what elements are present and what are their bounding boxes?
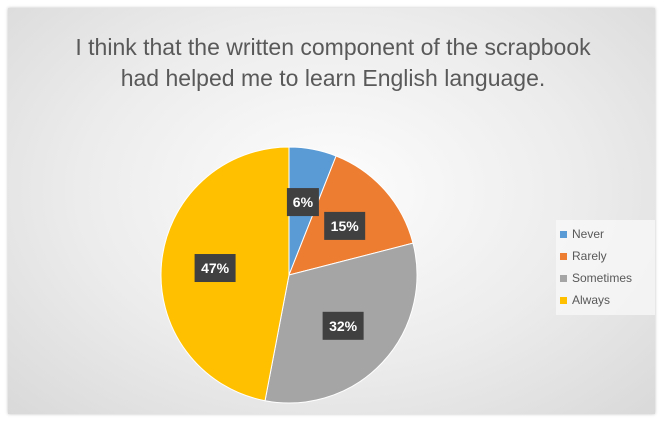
data-label-text-always: 47% xyxy=(201,260,230,276)
data-label-never: 6% xyxy=(286,188,319,217)
chart-title: I think that the written component of th… xyxy=(75,34,591,91)
data-label-rarely: 15% xyxy=(324,211,366,240)
data-label-text-never: 6% xyxy=(293,194,314,210)
legend-item-sometimes: Sometimes xyxy=(560,267,655,289)
pie-chart: 6% 15% 32% 47% xyxy=(160,146,418,404)
data-label-text-rarely: 15% xyxy=(331,218,360,234)
data-label-box-rarely xyxy=(324,211,366,240)
chart-area: I think that the written component of th… xyxy=(8,8,655,414)
data-label-box-never xyxy=(286,188,319,217)
legend-swatch-rarely xyxy=(560,252,567,260)
data-label-box-always xyxy=(194,254,236,283)
legend-swatch-always xyxy=(560,296,567,304)
legend-item-rarely: Rarely xyxy=(560,245,655,267)
data-label-sometimes: 32% xyxy=(322,311,364,340)
data-label-always: 47% xyxy=(194,254,236,283)
legend-swatch-sometimes xyxy=(560,274,567,282)
legend-item-never: Never xyxy=(560,223,655,245)
legend-label-rarely: Rarely xyxy=(572,249,607,263)
legend-label-sometimes: Sometimes xyxy=(572,271,633,285)
legend-label-always: Always xyxy=(572,293,611,307)
data-label-text-sometimes: 32% xyxy=(329,318,358,334)
legend-label-never: Never xyxy=(572,227,605,241)
legend-item-always: Always xyxy=(560,289,655,311)
legend-swatch-never xyxy=(560,230,567,238)
legend: Never Rarely Sometimes Always xyxy=(556,220,655,315)
data-label-box-sometimes xyxy=(322,311,364,340)
